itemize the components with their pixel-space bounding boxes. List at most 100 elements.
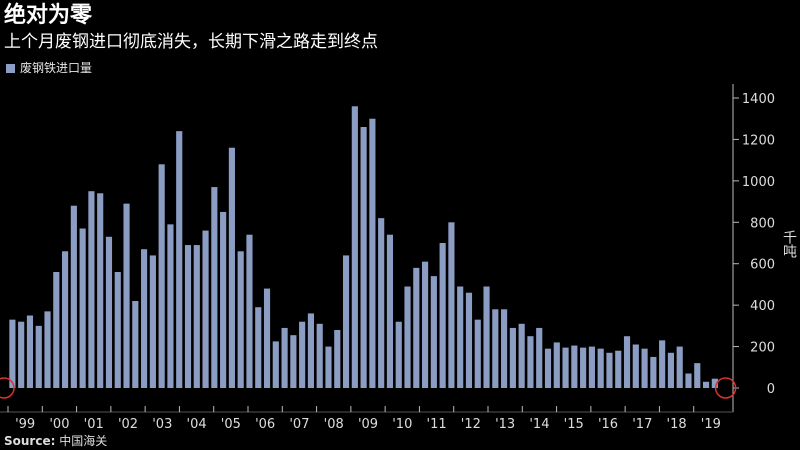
bar bbox=[457, 286, 464, 388]
bar bbox=[527, 336, 534, 388]
bar bbox=[351, 106, 358, 388]
legend: 废钢铁进口量 bbox=[6, 61, 92, 75]
bar bbox=[184, 245, 192, 388]
bar bbox=[342, 255, 350, 388]
bar bbox=[176, 131, 183, 388]
x-tick-label: '15 bbox=[564, 417, 584, 432]
bar bbox=[448, 222, 455, 388]
y-axis-unit-label: 千吨 bbox=[781, 230, 797, 258]
bar bbox=[632, 344, 639, 388]
bar bbox=[667, 352, 674, 388]
bar bbox=[536, 327, 543, 388]
bar bbox=[97, 193, 104, 388]
bar bbox=[430, 276, 437, 388]
bar bbox=[509, 327, 516, 388]
bar bbox=[439, 243, 446, 388]
legend-label: 废钢铁进口量 bbox=[20, 61, 93, 75]
bar bbox=[79, 228, 86, 388]
bar bbox=[615, 350, 622, 388]
bar bbox=[70, 205, 77, 388]
bar bbox=[114, 272, 121, 388]
bar bbox=[562, 347, 569, 388]
bar bbox=[588, 346, 595, 388]
bar bbox=[553, 342, 560, 388]
x-tick-label: '14 bbox=[529, 417, 549, 432]
source-label: Source: bbox=[4, 434, 56, 448]
bar bbox=[132, 301, 139, 388]
bar bbox=[518, 323, 525, 388]
bar bbox=[290, 335, 297, 388]
zero-marker-circle bbox=[714, 377, 737, 399]
source-text: 中国海关 bbox=[59, 434, 108, 448]
y-tick-label: 1200 bbox=[742, 133, 775, 148]
bar bbox=[325, 346, 332, 388]
start-marker-circle bbox=[0, 377, 15, 399]
bar bbox=[580, 347, 587, 388]
bar bbox=[474, 319, 481, 388]
bar bbox=[149, 255, 156, 388]
bar bbox=[211, 187, 218, 388]
bar bbox=[316, 323, 323, 388]
x-tick-label: '09 bbox=[358, 417, 378, 432]
bar bbox=[35, 325, 42, 388]
bar bbox=[483, 286, 490, 388]
bar bbox=[193, 245, 200, 388]
y-tick-label: 0 bbox=[767, 382, 775, 397]
bar bbox=[422, 261, 429, 388]
bar bbox=[641, 348, 648, 388]
bar bbox=[220, 211, 227, 388]
bar bbox=[88, 191, 95, 388]
bar bbox=[597, 348, 604, 388]
bar bbox=[9, 319, 16, 388]
x-tick-label: '10 bbox=[392, 417, 412, 432]
bar bbox=[360, 127, 367, 388]
bar bbox=[694, 363, 701, 388]
bar bbox=[299, 321, 306, 388]
bar bbox=[158, 164, 165, 388]
bar bbox=[571, 345, 578, 388]
bar bbox=[676, 346, 683, 388]
y-tick-label: 800 bbox=[750, 216, 775, 231]
bar bbox=[167, 224, 174, 388]
bar bbox=[246, 234, 253, 388]
bar bbox=[378, 218, 385, 388]
bar bbox=[650, 356, 657, 388]
y-tick-label: 1000 bbox=[742, 175, 775, 190]
x-tick-label: '00 bbox=[49, 417, 69, 432]
y-tick-label: 1400 bbox=[742, 92, 775, 107]
bar bbox=[202, 230, 209, 388]
x-tick-label: '08 bbox=[324, 417, 344, 432]
x-tick-label: '03 bbox=[152, 417, 172, 432]
bar bbox=[334, 330, 341, 388]
x-tick-label: '12 bbox=[461, 417, 481, 432]
bar bbox=[307, 313, 314, 388]
bar bbox=[141, 249, 148, 388]
bar bbox=[386, 234, 394, 388]
chart-subtitle: 上个月废钢进口彻底消失，长期下滑之路走到终点 bbox=[4, 32, 378, 52]
y-tick-label: 400 bbox=[750, 299, 775, 314]
bar bbox=[255, 307, 262, 388]
bar bbox=[501, 309, 508, 388]
x-tick-label: '19 bbox=[701, 417, 721, 432]
bar bbox=[228, 147, 235, 388]
x-tick-label: '17 bbox=[632, 417, 652, 432]
bar bbox=[465, 292, 473, 388]
bar bbox=[281, 327, 288, 388]
bar bbox=[544, 348, 552, 388]
chart-title: 绝对为零 bbox=[4, 3, 93, 28]
bar bbox=[395, 321, 402, 388]
bar bbox=[413, 267, 420, 388]
x-tick-label: '99 bbox=[15, 417, 35, 432]
y-tick-label: 600 bbox=[750, 258, 775, 273]
bar bbox=[404, 286, 411, 388]
x-tick-label: '13 bbox=[495, 417, 515, 432]
bar bbox=[18, 321, 25, 388]
bar bbox=[237, 251, 244, 388]
x-tick-label: '07 bbox=[289, 417, 309, 432]
x-tick-label: '11 bbox=[427, 417, 447, 432]
x-tick-label: '04 bbox=[187, 417, 207, 432]
bar bbox=[62, 251, 69, 388]
x-tick-label: '02 bbox=[118, 417, 138, 432]
